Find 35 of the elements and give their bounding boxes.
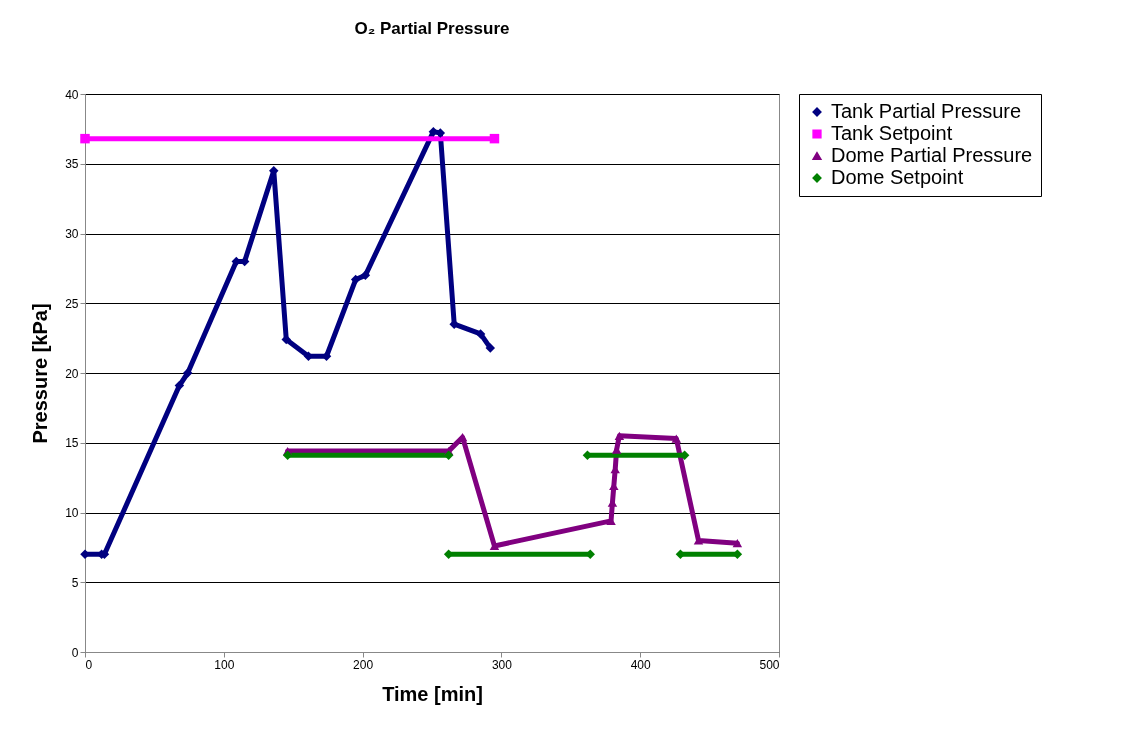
legend-label: Tank Partial Pressure (831, 100, 1022, 122)
y-tick-label: 35 (65, 157, 79, 172)
y-tick-label: 20 (65, 366, 79, 381)
point (360, 270, 371, 281)
y-tick-label: 25 (65, 296, 79, 311)
chart-title: O₂ Partial Pressure (354, 19, 510, 38)
x-tick-label: 500 (759, 657, 780, 672)
x-tick-label: 200 (353, 657, 374, 672)
point (485, 343, 496, 353)
point (350, 274, 361, 285)
point (489, 133, 500, 144)
point (614, 431, 625, 440)
point (282, 450, 293, 461)
x-tick-label: 300 (491, 657, 513, 672)
y-tick-label: 10 (65, 506, 79, 520)
point (182, 368, 193, 378)
point (80, 133, 90, 144)
x-axis-title: Time [min] (382, 682, 483, 705)
x-tick-label: 0 (85, 657, 93, 672)
x-tick-label: 100 (214, 657, 235, 672)
y-tick-label: 15 (65, 436, 79, 451)
y-axis-title: Pressure [kPa] (29, 303, 52, 444)
point (174, 380, 185, 391)
y-tick-label: 40 (65, 87, 79, 102)
point (435, 128, 446, 138)
legend-label: Dome Partial Pressure (831, 144, 1033, 166)
point (732, 539, 743, 548)
point (671, 434, 682, 443)
point (443, 450, 454, 461)
x-tick-label: 400 (630, 657, 652, 672)
y-tick-label: 30 (65, 227, 79, 241)
y-tick-label: 5 (71, 575, 79, 590)
legend-label: Dome Setpoint (831, 166, 964, 188)
legend-label: Tank Setpoint (831, 122, 953, 144)
y-tick-label: 0 (71, 645, 79, 660)
